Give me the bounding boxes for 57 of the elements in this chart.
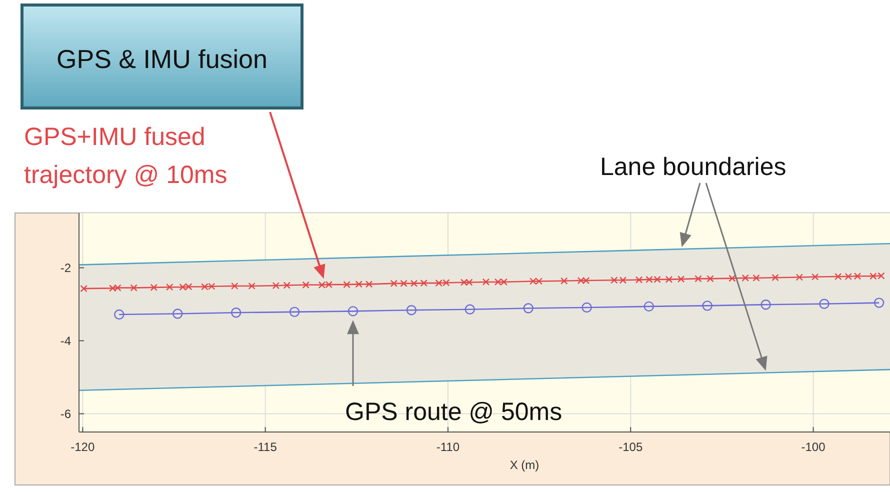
y-tick-label: -2 xyxy=(60,260,72,275)
point xyxy=(272,282,280,290)
x-tick-label: -115 xyxy=(254,440,278,454)
point xyxy=(390,280,398,288)
point xyxy=(702,300,712,311)
point xyxy=(523,303,534,314)
point xyxy=(248,282,256,290)
x-tick-label: -110 xyxy=(436,440,460,454)
y-tick-label: -6 xyxy=(60,406,72,421)
point xyxy=(166,283,174,291)
point xyxy=(874,298,884,308)
point xyxy=(834,272,842,280)
point xyxy=(677,275,685,283)
point xyxy=(348,306,358,316)
point xyxy=(560,277,568,284)
point xyxy=(644,301,654,312)
annotation: GPS route @ 50ms xyxy=(345,398,562,426)
point xyxy=(231,282,238,290)
point xyxy=(365,280,373,288)
point xyxy=(752,274,760,282)
point xyxy=(772,274,779,282)
text: Lane boundaries xyxy=(600,153,786,181)
point xyxy=(80,284,88,292)
point xyxy=(728,274,736,282)
point xyxy=(635,276,643,284)
point xyxy=(812,273,819,280)
point xyxy=(400,280,408,288)
point xyxy=(302,281,310,289)
point xyxy=(760,300,771,310)
point xyxy=(355,280,362,288)
point xyxy=(283,282,290,289)
point xyxy=(172,308,183,319)
point xyxy=(130,284,138,292)
point xyxy=(410,280,418,288)
point xyxy=(420,279,428,287)
y-tick-label: -4 xyxy=(60,334,72,348)
point xyxy=(665,276,673,284)
point xyxy=(343,280,350,288)
point xyxy=(819,298,830,309)
x-tick-label: -100 xyxy=(801,440,826,454)
point xyxy=(406,304,417,316)
point xyxy=(464,304,475,314)
chart-title: GPS & IMU fusion xyxy=(56,44,268,74)
text: GPS+IMU fused trajectory @ 10ms xyxy=(24,123,228,189)
point xyxy=(582,302,592,313)
x-axis-title: X (m) xyxy=(510,458,540,472)
point xyxy=(694,275,702,282)
x-tick-label: -105 xyxy=(618,440,643,454)
point xyxy=(114,309,124,320)
x-tick-label: -120 xyxy=(70,440,95,454)
point xyxy=(289,306,300,318)
point xyxy=(742,274,749,282)
point xyxy=(150,284,158,292)
point xyxy=(706,275,714,282)
point xyxy=(796,274,803,281)
point xyxy=(482,278,490,286)
point xyxy=(230,308,242,318)
